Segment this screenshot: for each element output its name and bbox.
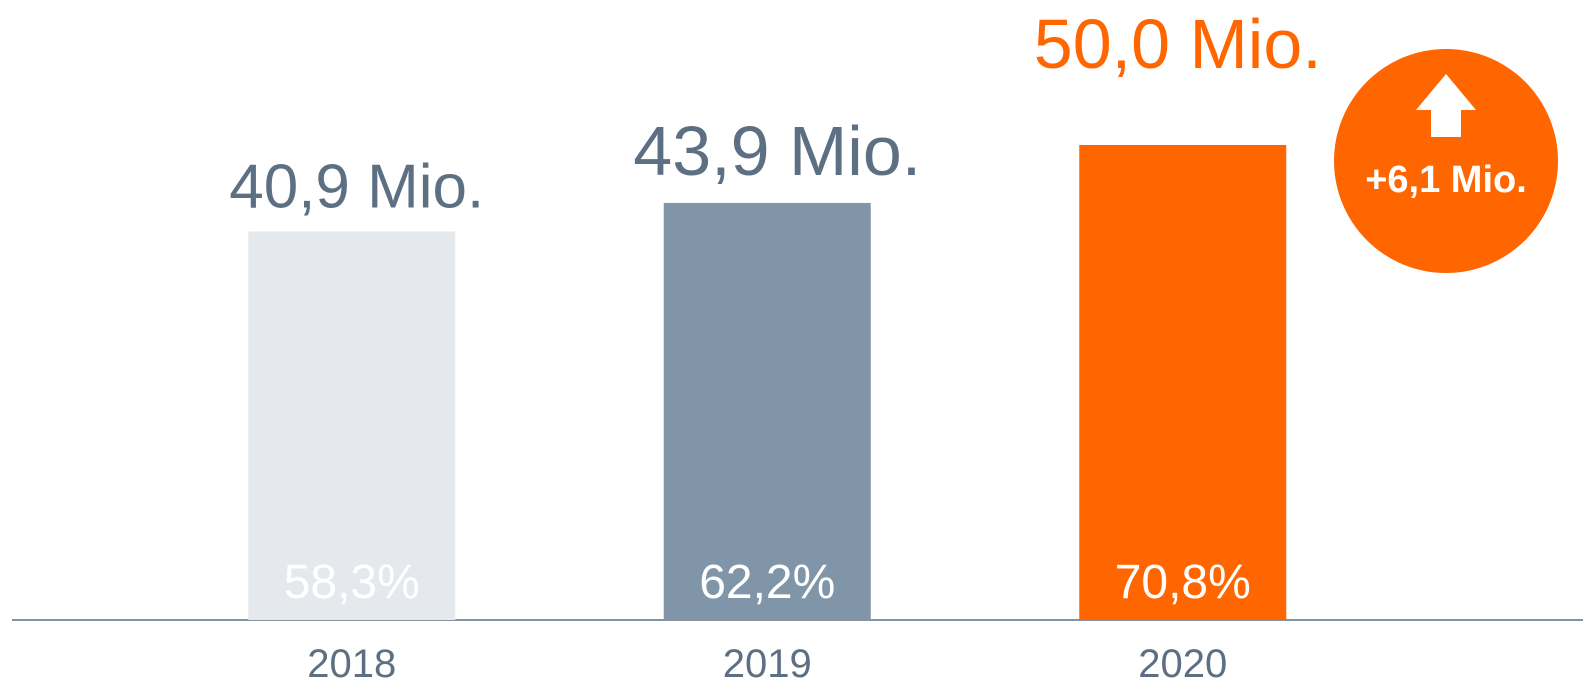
x-tick-label: 2018 (307, 642, 396, 686)
annotation-badge (1334, 49, 1558, 273)
value-label: 40,9 Mio. (229, 152, 484, 221)
x-tick-label: 2019 (723, 642, 812, 686)
share-label: 70,8% (1115, 556, 1251, 609)
up-arrow (1416, 74, 1476, 137)
share-label: 62,2% (699, 556, 835, 609)
x-tick-label: 2020 (1138, 642, 1227, 686)
bar (1079, 145, 1287, 620)
value-label: 50,0 Mio. (1034, 5, 1322, 83)
annotation: +6,1 Mio. (1365, 159, 1527, 201)
bar (663, 202, 871, 620)
value-label: 43,9 Mio. (633, 112, 921, 190)
share-label: 58,3% (284, 556, 420, 609)
bar (248, 231, 456, 620)
